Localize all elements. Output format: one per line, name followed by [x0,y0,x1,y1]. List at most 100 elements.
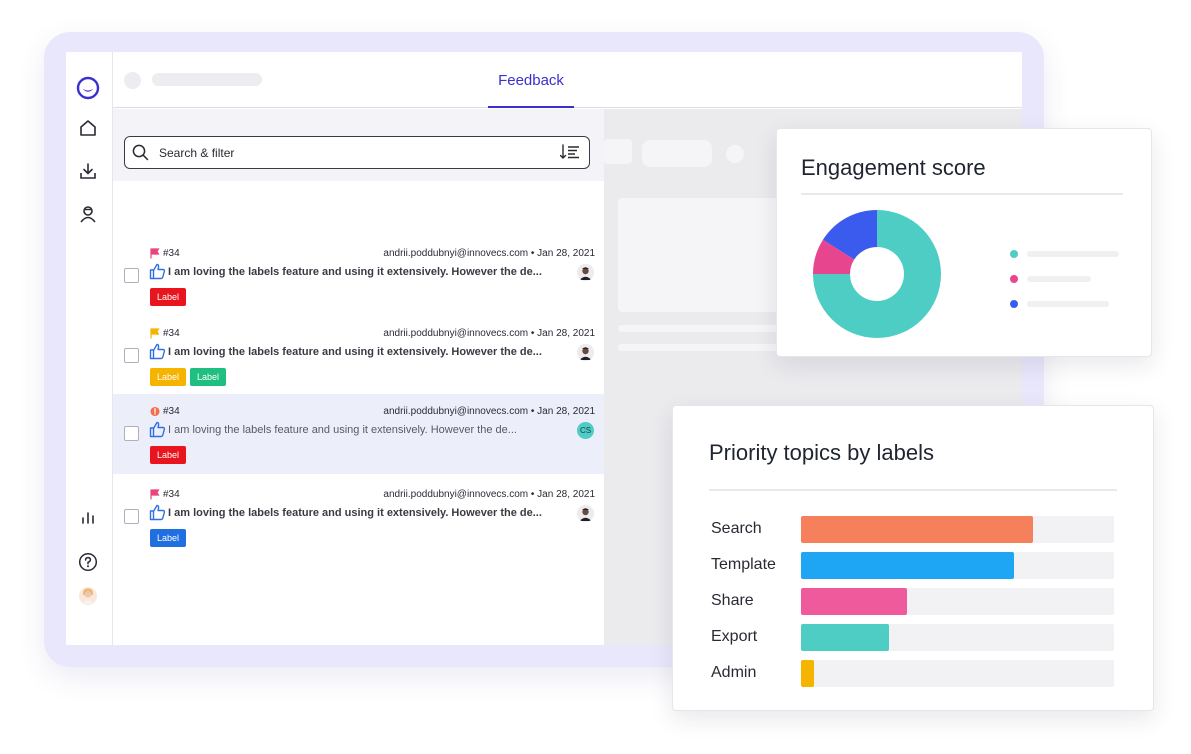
label-badge[interactable]: Label [150,446,187,464]
profile-avatar-icon[interactable] [76,584,100,608]
priority-bar-track [801,516,1114,543]
item-message: I am loving the labels feature and using… [168,346,542,358]
item-date: Jan 28, 2021 [537,489,595,500]
legend-dot [1010,300,1018,308]
item-checkbox[interactable] [124,426,139,441]
home-icon[interactable] [76,116,100,140]
label-badge[interactable]: Label [150,368,187,386]
item-checkbox[interactable] [124,268,139,283]
feedback-item[interactable]: #34 andrii.poddubnyi@innovecs.com • Jan … [113,477,604,557]
item-meta: andrii.poddubnyi@innovecs.com • Jan 28, … [383,248,595,259]
item-meta: andrii.poddubnyi@innovecs.com • Jan 28, … [383,328,595,339]
priority-label: Admin [711,664,757,681]
flag-icon [150,328,160,339]
flag-icon [150,248,160,259]
placeholder-block [604,139,632,164]
item-author: andrii.poddubnyi@innovecs.com [383,248,529,259]
donut-slice-1 [813,239,855,274]
item-author: andrii.poddubnyi@innovecs.com [383,406,529,417]
item-id: #34 [163,406,180,417]
legend-line [1027,301,1109,307]
feedback-item-selected[interactable]: #34 andrii.poddubnyi@innovecs.com • Jan … [113,394,604,474]
item-avatar [577,264,594,281]
legend-item [1010,300,1109,308]
placeholder-block [642,140,712,167]
placeholder-line [618,344,788,351]
thumbs-up-icon [149,343,166,360]
sort-icon[interactable] [560,144,580,160]
item-author: andrii.poddubnyi@innovecs.com [383,489,529,500]
item-date: Jan 28, 2021 [537,328,595,339]
priority-bar [801,624,889,651]
donut-slice-0 [813,210,941,338]
legend-line [1027,251,1119,257]
legend-dot [1010,275,1018,283]
placeholder-dot [726,145,744,163]
priority-row-admin: Admin [709,660,1117,687]
legend-item [1010,250,1119,258]
item-labels: Label [150,529,187,547]
search-area [113,109,604,181]
user-icon[interactable] [76,202,100,226]
engagement-donut-chart [813,210,941,338]
item-id: #34 [163,248,180,259]
item-meta: andrii.poddubnyi@innovecs.com • Jan 28, … [383,489,595,500]
item-message: I am loving the labels feature and using… [168,266,542,278]
item-message: I am loving the labels feature and using… [168,424,517,436]
item-date: Jan 28, 2021 [537,406,595,417]
item-labels: Label Label [150,368,227,386]
priority-bar-track [801,552,1114,579]
flag-icon [150,489,160,500]
placeholder-line [618,325,798,332]
divider [709,489,1117,491]
item-checkbox[interactable] [124,348,139,363]
feedback-list: #34 andrii.poddubnyi@innovecs.com • Jan … [113,109,604,645]
item-author: andrii.poddubnyi@innovecs.com [383,328,529,339]
priority-label: Template [711,556,776,573]
priority-row-search: Search [709,516,1117,543]
priority-bar [801,552,1014,579]
item-message: I am loving the labels feature and using… [168,507,542,519]
priority-bar-track [801,624,1114,651]
engagement-title: Engagement score [801,155,986,180]
item-checkbox[interactable] [124,509,139,524]
help-icon[interactable] [76,550,100,574]
item-meta: andrii.poddubnyi@innovecs.com • Jan 28, … [383,406,595,417]
priority-label: Search [711,520,762,537]
search-bar [124,136,590,169]
priority-row-template: Template [709,552,1117,579]
priority-bar-track [801,588,1114,615]
item-avatar-initials: CS [577,422,594,439]
feedback-item[interactable]: #34 andrii.poddubnyi@innovecs.com • Jan … [113,236,604,316]
priority-label: Export [711,628,758,645]
item-id: #34 [163,489,180,500]
priority-bar [801,516,1033,543]
thumbs-up-icon [149,421,166,438]
legend-dot [1010,250,1018,258]
priority-row-export: Export [709,624,1117,651]
tab-feedback[interactable]: Feedback [488,52,574,108]
app-logo-icon[interactable] [76,76,100,100]
item-avatar [577,505,594,522]
priority-bar [801,660,814,687]
legend-item [1010,275,1091,283]
priority-bar [801,588,908,615]
analytics-icon[interactable] [76,505,100,529]
legend-line [1027,276,1091,282]
search-input[interactable] [159,143,539,163]
label-badge[interactable]: Label [150,529,187,547]
placeholder-bar [152,73,262,86]
label-badge[interactable]: Label [150,288,187,306]
label-badge[interactable]: Label [190,368,227,386]
item-id: #34 [163,328,180,339]
download-icon[interactable] [76,159,100,183]
feedback-item[interactable]: #34 andrii.poddubnyi@innovecs.com • Jan … [113,316,604,396]
divider [801,193,1123,195]
priority-card: Priority topics by labels Search Template… [672,405,1154,711]
sidebar [66,52,113,645]
priority-bar-track [801,660,1114,687]
engagement-card: Engagement score [776,128,1152,357]
item-labels: Label [150,288,187,306]
placeholder-dot [124,72,141,89]
